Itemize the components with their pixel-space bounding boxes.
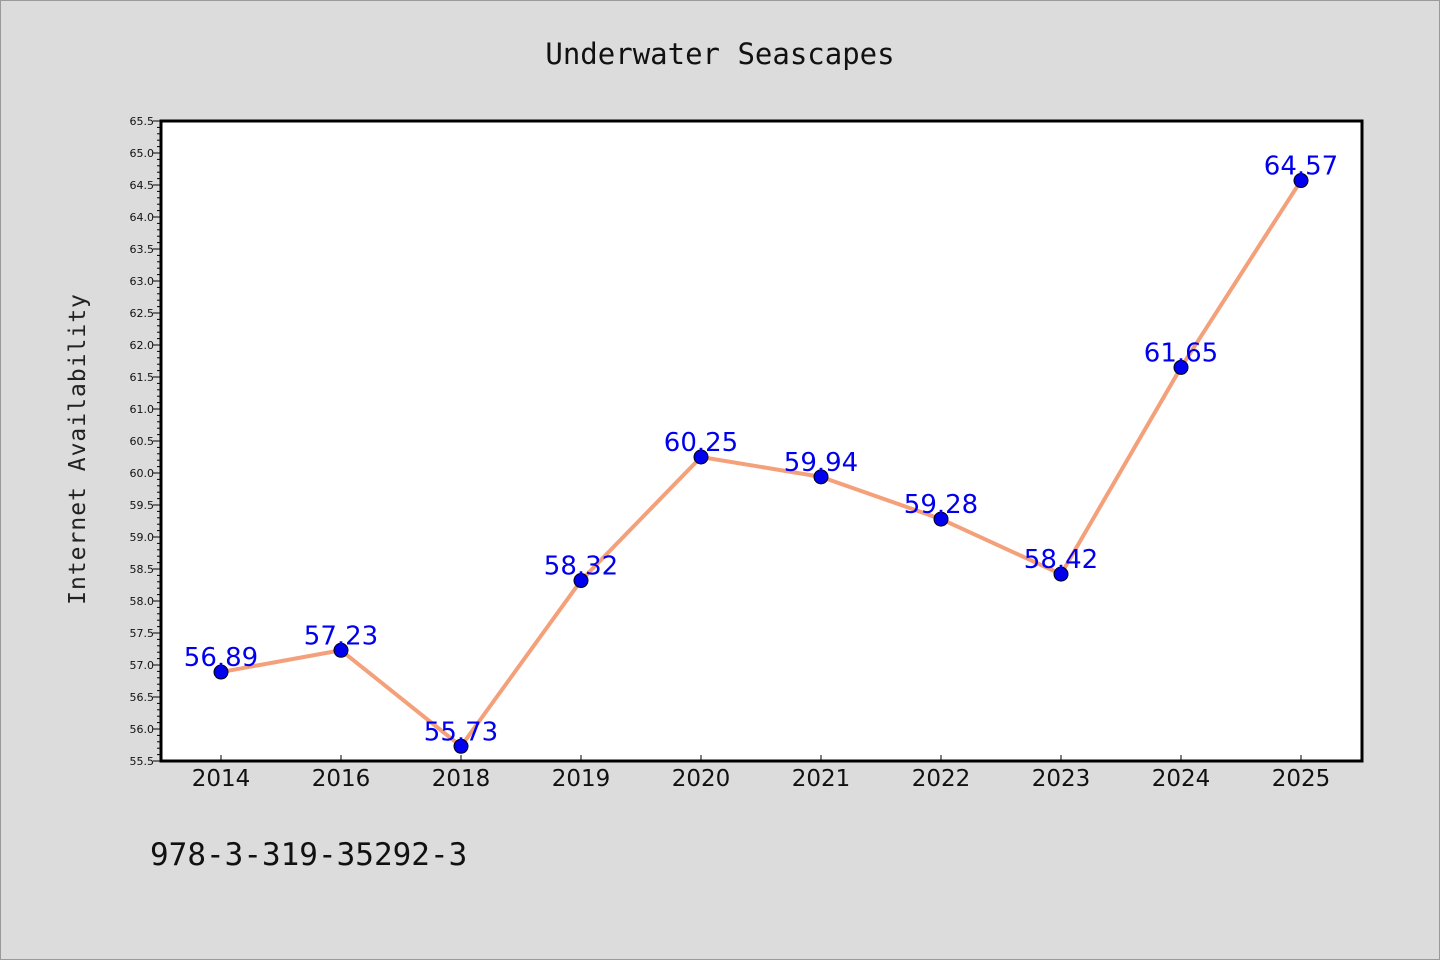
y-tick-label: 56.5 [130,691,155,704]
y-tick-label: 64.0 [130,211,155,224]
x-tick-label: 2022 [912,766,971,792]
data-label: 60.25 [664,428,738,458]
y-tick-label: 59.5 [130,499,155,512]
y-tick-label: 56.0 [130,723,155,736]
y-tick-label: 60.0 [130,467,155,480]
data-point [213,664,229,680]
data-label: 61.65 [1144,338,1218,368]
data-label: 56.89 [184,643,258,673]
x-tick-label: 2023 [1032,766,1091,792]
x-axis: 2014 2016 2018 2019 2020 2021 2022 2023 2024 2025 [192,755,1331,792]
y-tick-label: 57.5 [130,627,155,640]
data-label: 55.73 [424,717,498,747]
data-point [333,642,349,658]
data-point [1173,359,1189,375]
y-tick-label: 63.0 [130,275,155,288]
y-tick-label: 62.0 [130,339,155,352]
x-tick-label: 2019 [552,766,611,792]
data-point [933,511,949,527]
y-tick-label: 63.5 [130,243,155,256]
x-tick-label: 2025 [1272,766,1331,792]
y-tick-label: 62.5 [130,307,155,320]
y-tick-label: 55.5 [130,755,155,768]
isbn-text: 978-3-319-35292-3 [150,837,467,873]
data-point [453,738,469,754]
data-point [813,469,829,485]
data-label: 57.23 [304,621,378,651]
plot-frame [159,119,1364,763]
chart-title: Underwater Seascapes [545,37,894,71]
plot-area [161,121,1362,761]
y-axis-label: Internet Availability [65,293,91,605]
x-tick-label: 2021 [792,766,851,792]
y-tick-label: 60.5 [130,435,155,448]
y-tick-label: 61.5 [130,371,155,384]
series-line [219,178,1303,749]
data-point [693,449,709,465]
y-tick-label: 57.0 [130,659,155,672]
data-point [1293,173,1309,189]
y-tick-label: 65.0 [130,147,155,160]
x-tick-label: 2014 [192,766,251,792]
series-group: 56.89 57.23 55.73 58.32 60.25 59.94 59.28 58.42… [184,152,1338,754]
x-tick-label: 2016 [312,766,371,792]
y-tick-label: 58.0 [130,595,155,608]
y-tick-label: 65.5 [130,115,155,128]
x-tick-label: 2024 [1152,766,1211,792]
data-label: 59.94 [784,448,858,478]
y-axis: 55.5 56.0 56.5 57.0 57.5 58.0 58.5 59.0 59.5 60.0… [130,115,161,768]
x-tick-label: 2018 [432,766,491,792]
x-tick-label: 2020 [672,766,731,792]
data-label: 58.42 [1024,545,1098,575]
data-label: 58.32 [544,552,618,582]
data-point [573,573,589,589]
data-label: 64.57 [1264,152,1338,182]
y-tick-label: 58.5 [130,563,155,576]
y-tick-label: 64.5 [130,179,155,192]
data-label: 59.28 [904,490,978,520]
y-tick-label: 59.0 [130,531,155,544]
data-point [1053,566,1069,582]
y-tick-label: 61.0 [130,403,155,416]
